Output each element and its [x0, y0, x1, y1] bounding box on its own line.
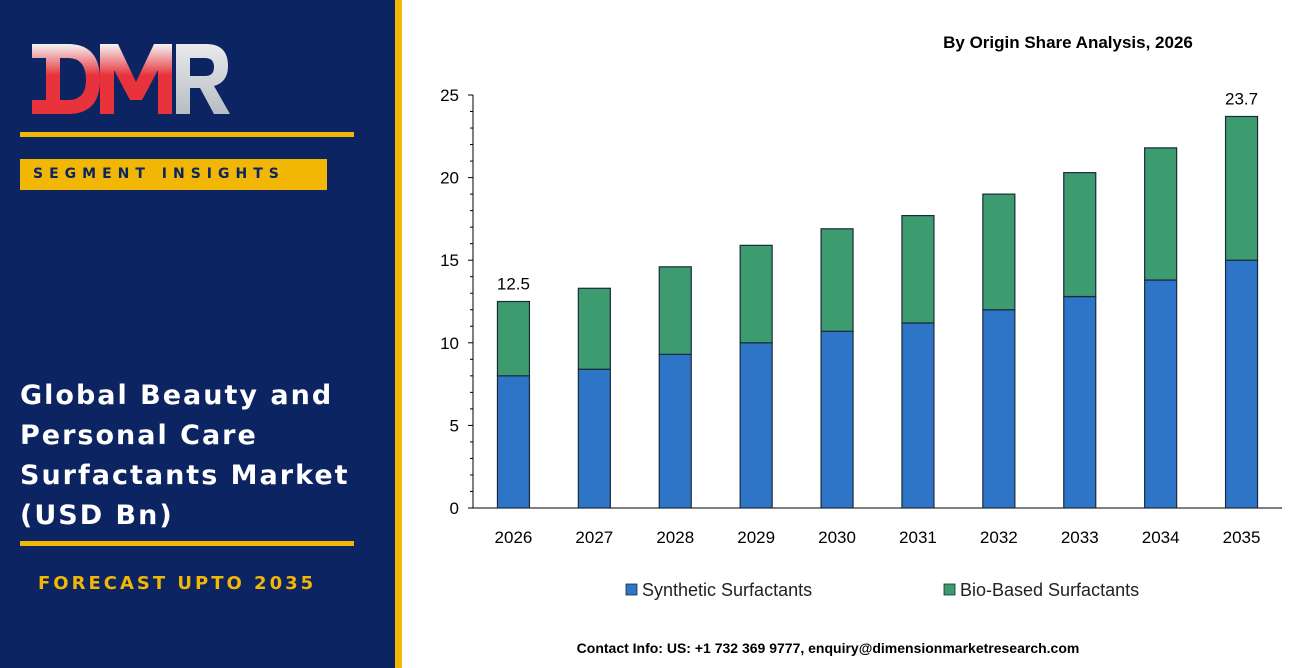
x-tick-label: 2027: [575, 528, 613, 547]
y-tick-label: 10: [440, 334, 459, 353]
bar-segment-bio-based: [1224, 115, 1259, 261]
bar-segment-synthetic: [739, 342, 773, 509]
y-tick-label: 5: [450, 416, 459, 435]
bar-segment-synthetic: [1144, 279, 1178, 509]
y-tick-label: 25: [440, 86, 459, 105]
bar-segment-synthetic: [496, 375, 531, 509]
bar-segment-bio-based: [901, 214, 935, 324]
bar-segment-bio-based: [1144, 147, 1178, 281]
legend-swatch-bio-based: [943, 583, 956, 596]
total-data-label: 23.7: [1225, 89, 1258, 108]
bar-segment-synthetic: [820, 330, 854, 509]
logo-letter-d: [32, 44, 100, 114]
market-title-line: (USD Bn): [20, 500, 174, 531]
x-tick-label: 2032: [980, 528, 1018, 547]
legend-swatch-synthetic: [625, 583, 638, 596]
x-tick-label: 2030: [818, 528, 856, 547]
bar-segment-synthetic: [1224, 259, 1259, 509]
bar-segment-synthetic: [901, 322, 935, 509]
market-title: Global Beauty and Personal Care Surfacta…: [20, 376, 390, 536]
logo-letter-r: [176, 44, 230, 114]
x-tick-label: 2026: [495, 528, 533, 547]
left-panel: SEGMENT INSIGHTS Global Beauty and Perso…: [0, 0, 395, 668]
forecast-label: FORECAST UPTO 2035: [38, 573, 317, 594]
x-tick-label: 2034: [1142, 528, 1180, 547]
bar-segment-synthetic: [658, 353, 692, 509]
legend-label-synthetic: Synthetic Surfactants: [642, 580, 812, 600]
x-tick-label: 2028: [656, 528, 694, 547]
bar-segment-synthetic: [577, 368, 611, 509]
bar-segment-synthetic: [982, 309, 1016, 509]
bar-segment-synthetic: [1063, 295, 1097, 509]
market-title-line: Global Beauty and: [20, 380, 334, 411]
x-tick-label: 2035: [1223, 528, 1261, 547]
logo-letter-m: [100, 44, 172, 114]
title-underline: [20, 541, 354, 546]
bar-segment-bio-based: [658, 266, 692, 355]
bar-segment-bio-based: [982, 193, 1016, 311]
chart-title: By Origin Share Analysis, 2026: [943, 33, 1193, 52]
y-tick-label: 15: [440, 251, 459, 270]
market-title-line: Personal Care: [20, 420, 258, 451]
gold-divider: [395, 0, 402, 668]
bar-segment-bio-based: [496, 300, 531, 377]
bar-segment-bio-based: [577, 287, 611, 370]
dmr-logo: [32, 44, 230, 114]
chart-labels: 12.5 23.7: [497, 89, 1258, 293]
bar-segment-bio-based: [820, 228, 854, 332]
chart-bars: [496, 115, 1259, 509]
contact-info: Contact Info: US: +1 732 369 9777, enqui…: [576, 640, 1080, 656]
legend-label-bio-based: Bio-Based Surfactants: [960, 580, 1139, 600]
y-tick-label: 20: [440, 169, 459, 188]
logo-underline: [20, 132, 354, 137]
chart-legend: Synthetic Surfactants Bio-Based Surfactan…: [625, 580, 1139, 600]
total-data-label: 12.5: [497, 275, 530, 294]
bar-segment-bio-based: [1063, 172, 1097, 298]
x-tick-label: 2031: [899, 528, 937, 547]
segment-insights-badge: SEGMENT INSIGHTS: [20, 159, 327, 190]
x-tick-label: 2029: [737, 528, 775, 547]
bar-segment-bio-based: [739, 244, 773, 344]
y-tick-label: 0: [450, 499, 459, 518]
market-title-line: Surfactants Market: [20, 460, 350, 491]
stacked-bar-chart: By Origin Share Analysis, 2026 051015202…: [440, 33, 1282, 600]
x-tick-label: 2033: [1061, 528, 1099, 547]
